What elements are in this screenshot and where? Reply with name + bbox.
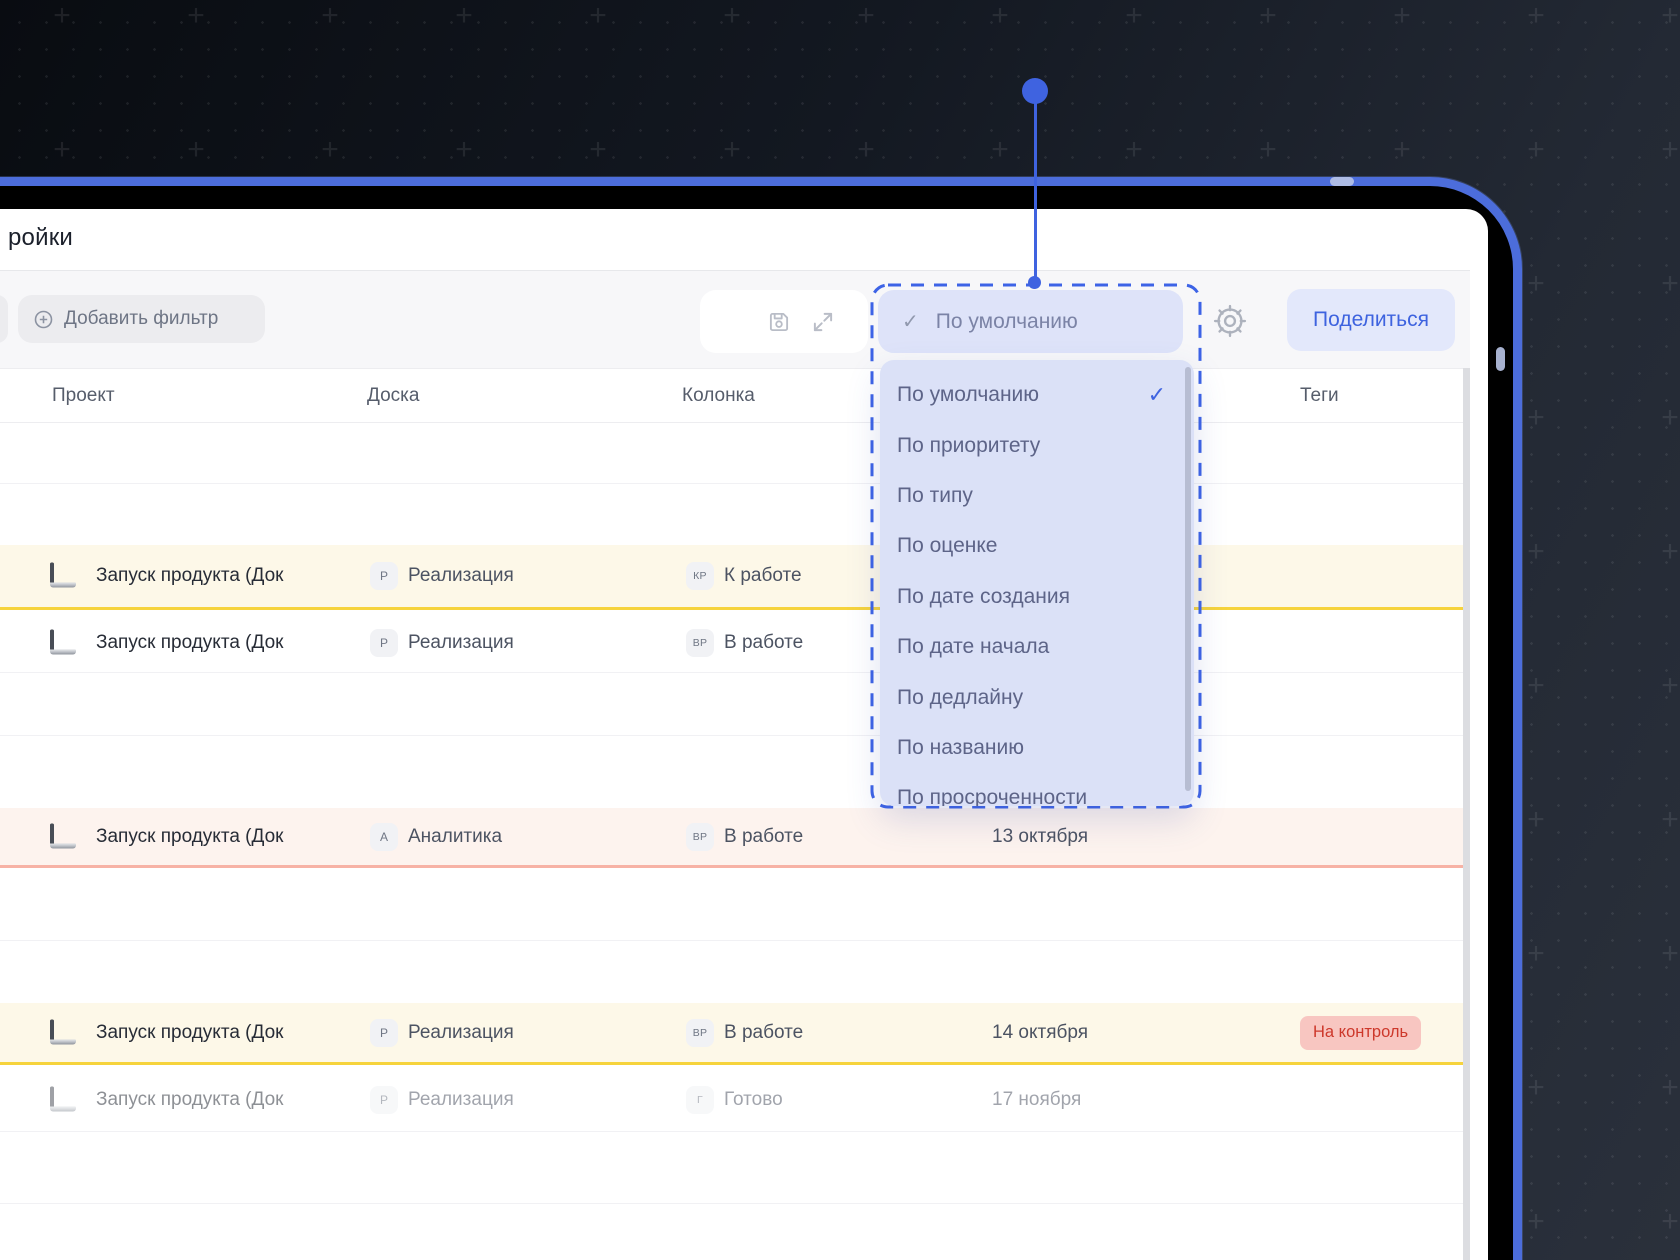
menu-item-overdue[interactable]: По просроченности [880, 773, 1194, 806]
project-title: Запуск продукта (Док [96, 565, 284, 586]
status-tag-badge: На контроль [1300, 1015, 1422, 1050]
board-name: Аналитика [408, 825, 503, 847]
menu-item-start-date[interactable]: По дате начала [880, 622, 1194, 672]
table-row[interactable]: Запуск продукта (Док Р Реализация КР К р… [0, 545, 1470, 610]
project-laptop-icon [50, 823, 76, 848]
clipped-toolbar-button[interactable] [0, 295, 8, 343]
table-header-row: Проект Доска Колонка Теги [0, 368, 1470, 423]
sort-dropdown-menu: По умолчанию ✓ По приоритету По типу По … [880, 360, 1194, 806]
board-name: Реализация [408, 1021, 514, 1043]
board-avatar: Р [370, 1085, 398, 1114]
menu-item-label: По умолчанию [897, 383, 1040, 407]
frame-notch-right [1496, 347, 1505, 371]
column-name: Готово [724, 1088, 783, 1110]
menu-item-default[interactable]: По умолчанию ✓ [880, 370, 1194, 420]
check-icon: ✓ [1147, 382, 1166, 408]
column-header-tags[interactable]: Теги [1300, 384, 1339, 406]
column-name: В работе [724, 825, 804, 847]
share-label: Поделиться [1313, 308, 1429, 331]
board-avatar: А [370, 822, 398, 851]
menu-item-type[interactable]: По типу [880, 471, 1194, 521]
callout-anchor-dot [1028, 276, 1041, 289]
column-name: К работе [724, 565, 802, 586]
page-title: ройки [8, 224, 74, 251]
save-icon[interactable] [766, 309, 792, 335]
menu-item-label: По приоритету [897, 433, 1041, 457]
frame-notch-top [1330, 177, 1354, 186]
check-icon: ✓ [902, 311, 919, 333]
project-laptop-icon [50, 1019, 76, 1044]
column-name: В работе [724, 1021, 804, 1043]
project-title: Запуск продукта (Док [96, 1088, 284, 1110]
menu-item-deadline[interactable]: По дедлайну [880, 672, 1194, 722]
share-button[interactable]: Поделиться [1287, 289, 1455, 351]
sort-trigger-label: По умолчанию [935, 309, 1078, 333]
table-row[interactable]: Запуск продукта (Док Р Реализация ВР В р… [0, 613, 1470, 673]
project-title: Запуск продукта (Док [96, 631, 284, 653]
row-divider [0, 940, 1470, 941]
column-avatar: ВР [686, 628, 714, 657]
menu-item-label: По дате создания [897, 584, 1070, 608]
app-vertical-scrollbar[interactable] [1463, 368, 1470, 1260]
menu-item-name[interactable]: По названию [880, 723, 1194, 773]
gear-icon[interactable] [1211, 302, 1249, 340]
project-laptop-icon [50, 562, 76, 588]
menu-item-created-date[interactable]: По дате создания [880, 572, 1194, 622]
row-divider [0, 483, 1470, 484]
expand-icon[interactable] [810, 309, 836, 335]
dropdown-scrollbar[interactable] [1185, 367, 1191, 791]
callout-connector-line [1033, 92, 1037, 280]
board-name: Реализация [408, 1088, 514, 1110]
sort-dropdown-trigger[interactable]: ✓ По умолчанию [878, 290, 1183, 353]
column-avatar: ВР [686, 822, 714, 851]
add-filter-label: Добавить фильтр [64, 308, 219, 329]
column-header-column[interactable]: Колонка [682, 384, 755, 406]
column-avatar: ВР [686, 1018, 714, 1047]
column-avatar: КР [686, 562, 714, 590]
menu-item-priority[interactable]: По приоритету [880, 420, 1194, 470]
board-avatar: Р [370, 628, 398, 657]
column-name: В работе [724, 631, 804, 653]
due-date: 13 октября [992, 825, 1089, 847]
menu-item-label: По дедлайну [897, 685, 1024, 709]
project-title: Запуск продукта (Док [96, 1021, 284, 1043]
project-laptop-icon [50, 1086, 76, 1111]
row-divider [0, 735, 1470, 736]
row-divider [0, 1203, 1470, 1204]
board-name: Реализация [408, 631, 514, 653]
callout-dot [1022, 78, 1048, 104]
menu-item-label: По просроченности [897, 786, 1088, 806]
column-header-project[interactable]: Проект [52, 384, 115, 406]
column-avatar: Г [686, 1085, 714, 1114]
menu-item-label: По типу [897, 483, 973, 507]
menu-item-label: По дате начала [897, 635, 1050, 659]
view-actions-card [700, 290, 868, 353]
add-filter-button[interactable]: Добавить фильтр [18, 295, 265, 343]
menu-item-label: По оценке [897, 534, 998, 558]
board-name: Реализация [408, 565, 514, 586]
table-row[interactable]: Запуск продукта (Док Р Реализация ВР В р… [0, 1003, 1470, 1065]
plus-circle-icon [34, 310, 53, 329]
due-date: 14 октября [992, 1021, 1089, 1043]
header-divider [0, 270, 1470, 271]
column-header-board[interactable]: Доска [367, 384, 420, 406]
due-date: 17 ноября [992, 1088, 1082, 1110]
project-title: Запуск продукта (Док [96, 825, 284, 847]
board-avatar: Р [370, 1018, 398, 1047]
table-row[interactable]: Запуск продукта (Док А Аналитика ВР В ра… [0, 808, 1470, 868]
project-laptop-icon [50, 629, 76, 654]
table-row[interactable]: Запуск продукта (Док Р Реализация Г Гото… [0, 1068, 1470, 1132]
menu-item-estimate[interactable]: По оценке [880, 521, 1194, 571]
board-avatar: Р [370, 562, 398, 590]
menu-item-label: По названию [897, 735, 1024, 759]
